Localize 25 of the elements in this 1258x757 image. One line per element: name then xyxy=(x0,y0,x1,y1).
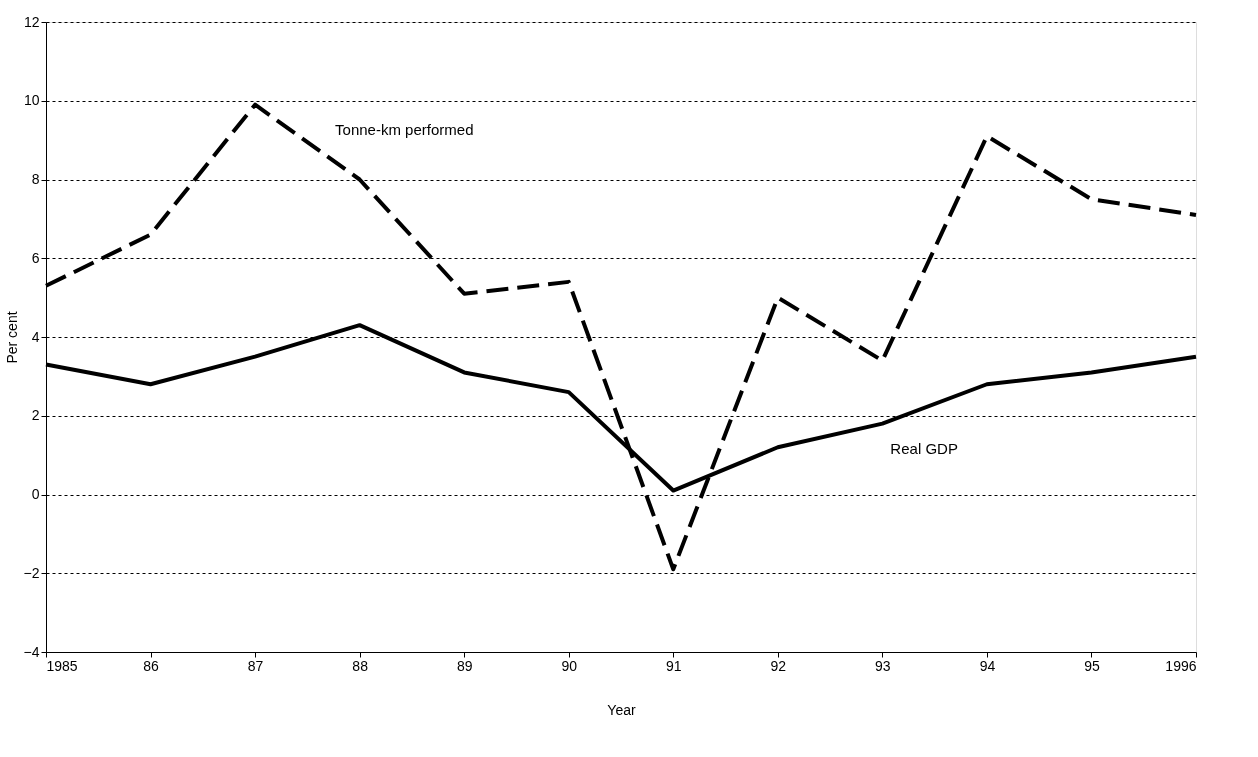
x-tick-label: 92 xyxy=(770,657,787,674)
y-tick-label: 4 xyxy=(31,328,40,345)
y-tick-label: 0 xyxy=(31,486,40,502)
series-label: Tonne-km performed xyxy=(335,120,474,138)
series-label: Real GDP xyxy=(890,439,958,457)
x-tick-label: 89 xyxy=(456,657,473,674)
x-tick-label: 91 xyxy=(665,657,682,674)
x-tick-label: 1985 xyxy=(46,657,78,674)
x-tick-label: 94 xyxy=(979,657,996,674)
y-tick-label: −4 xyxy=(23,643,40,660)
y-axis-title: Per cent xyxy=(3,311,20,364)
y-tick-label: 12 xyxy=(23,13,40,30)
x-tick-label: 1996 xyxy=(1165,657,1197,674)
x-tick-label: 87 xyxy=(247,657,264,674)
x-tick-label: 95 xyxy=(1084,657,1100,674)
x-tick-label: 86 xyxy=(143,657,160,674)
x-tick-label: 90 xyxy=(561,657,578,674)
x-axis-title: Year xyxy=(607,701,636,718)
y-tick-label: −2 xyxy=(23,564,40,581)
y-tick-label: 10 xyxy=(23,92,40,109)
x-tick-label: 93 xyxy=(875,657,891,674)
y-tick-label: 6 xyxy=(31,249,40,266)
y-tick-label: 8 xyxy=(31,171,40,187)
y-tick-label: 2 xyxy=(31,407,40,424)
x-tick-label: 88 xyxy=(352,657,369,674)
